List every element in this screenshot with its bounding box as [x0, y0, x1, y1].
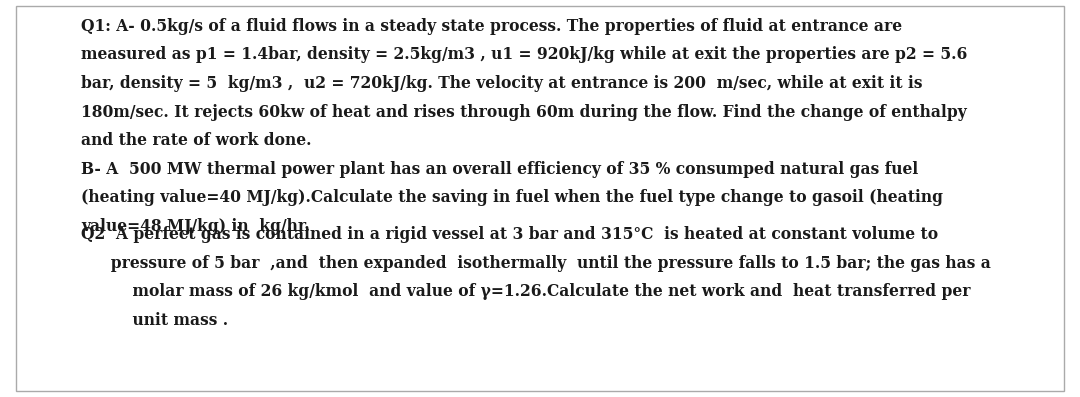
FancyBboxPatch shape	[16, 6, 1064, 391]
Text: 180m/sec. It rejects 60kw of heat and rises through 60m during the flow. Find th: 180m/sec. It rejects 60kw of heat and ri…	[81, 104, 967, 121]
Text: value=48 MJ/kg) in  kg/hr.: value=48 MJ/kg) in kg/hr.	[81, 218, 310, 235]
Text: bar, density = 5  kg/m3 ,  u2 = 720kJ/kg. The velocity at entrance is 200  m/sec: bar, density = 5 kg/m3 , u2 = 720kJ/kg. …	[81, 75, 922, 92]
Text: molar mass of 26 kg/kmol  and value of γ=1.26.Calculate the net work and  heat t: molar mass of 26 kg/kmol and value of γ=…	[111, 283, 971, 301]
Text: and the rate of work done.: and the rate of work done.	[81, 132, 311, 149]
Text: unit mass .: unit mass .	[111, 312, 228, 329]
Text: pressure of 5 bar  ,and  then expanded  isothermally  until the pressure falls t: pressure of 5 bar ,and then expanded iso…	[100, 255, 991, 272]
Text: (heating value=40 MJ/kg).Calculate the saving in fuel when the fuel type change : (heating value=40 MJ/kg).Calculate the s…	[81, 189, 943, 206]
Text: Q2  A perfect gas is contained in a rigid vessel at 3 bar and 315°C  is heated a: Q2 A perfect gas is contained in a rigid…	[81, 226, 939, 243]
Text: Q1: A- 0.5kg/s of a fluid flows in a steady state process. The properties of flu: Q1: A- 0.5kg/s of a fluid flows in a ste…	[81, 18, 902, 35]
Text: B- A  500 MW thermal power plant has an overall efficiency of 35 % consumped nat: B- A 500 MW thermal power plant has an o…	[81, 161, 918, 178]
Text: measured as p1 = 1.4bar, density = 2.5kg/m3 , u1 = 920kJ/kg while at exit the pr: measured as p1 = 1.4bar, density = 2.5kg…	[81, 46, 968, 64]
